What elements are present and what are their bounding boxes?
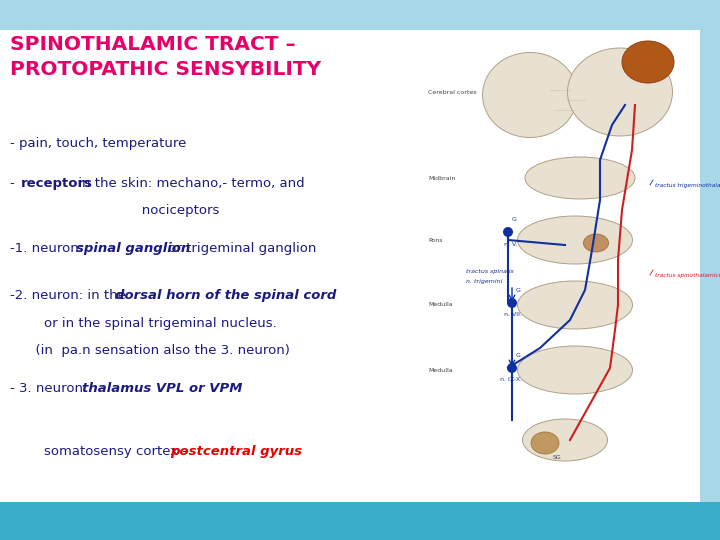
Bar [0,0,720,30]
Circle shape [507,298,517,308]
Ellipse shape [622,41,674,83]
Text: spinal ganglion: spinal ganglion [76,242,190,255]
Text: Medulla: Medulla [428,302,453,307]
Text: Pons: Pons [428,238,443,242]
Text: n. V.: n. V. [504,242,518,247]
Bar [420,30,720,502]
Ellipse shape [567,48,672,136]
Text: Midbrain: Midbrain [428,176,455,180]
Text: tractus trigeminothalamicus: tractus trigeminothalamicus [655,183,720,187]
Ellipse shape [518,216,632,264]
Text: G: G [516,353,521,358]
Text: -: - [10,177,19,190]
Text: SG: SG [553,455,562,460]
Text: nociceptors: nociceptors [10,204,220,217]
Text: thalamus VPL or VPM: thalamus VPL or VPM [81,382,242,395]
Bar [700,30,720,502]
Bar [0,502,720,540]
Text: n. IX-X.: n. IX-X. [500,377,522,382]
Ellipse shape [525,157,635,199]
Ellipse shape [518,281,632,329]
Bar [0,30,420,502]
Ellipse shape [518,346,632,394]
Text: SPINOTHALAMIC TRACT –: SPINOTHALAMIC TRACT – [10,35,296,54]
Ellipse shape [523,419,608,461]
Text: dorsal horn of the spinal cord: dorsal horn of the spinal cord [114,289,336,302]
Text: or trigeminal ganglion: or trigeminal ganglion [164,242,317,255]
Text: n. VII.: n. VII. [504,312,522,317]
Text: tractus spinothalamicus: tractus spinothalamicus [655,273,720,278]
Text: - pain, touch, temperature: - pain, touch, temperature [10,137,186,150]
Text: -1. neuron:: -1. neuron: [10,242,87,255]
Text: (in  pa.n sensation also the 3. neuron): (in pa.n sensation also the 3. neuron) [10,344,290,357]
Text: G: G [516,288,521,293]
Text: or in the spinal trigeminal nucleus.: or in the spinal trigeminal nucleus. [10,317,276,330]
Text: - 3. neuron:: - 3. neuron: [10,382,91,395]
Text: Cerebral cortex: Cerebral cortex [428,90,477,94]
Text: G: G [512,217,517,222]
Circle shape [507,363,517,373]
Circle shape [503,227,513,237]
Text: in the skin: mechano,- termo, and: in the skin: mechano,- termo, and [74,177,305,190]
Bar [0,0,720,30]
Text: PROTOPATHIC SENSYBILITY: PROTOPATHIC SENSYBILITY [10,60,321,79]
Text: tractus spinalis: tractus spinalis [466,269,514,274]
Ellipse shape [583,234,608,252]
Ellipse shape [482,52,577,138]
Text: Medulla: Medulla [428,368,453,373]
Text: n. trigemini: n. trigemini [466,280,503,285]
Text: postcentral gyrus: postcentral gyrus [170,445,302,458]
Ellipse shape [531,432,559,454]
Bar [0,502,720,540]
Text: -2. neuron: in the: -2. neuron: in the [10,289,130,302]
Text: receptors: receptors [21,177,93,190]
Text: somatosensy cortex –: somatosensy cortex – [10,445,193,458]
